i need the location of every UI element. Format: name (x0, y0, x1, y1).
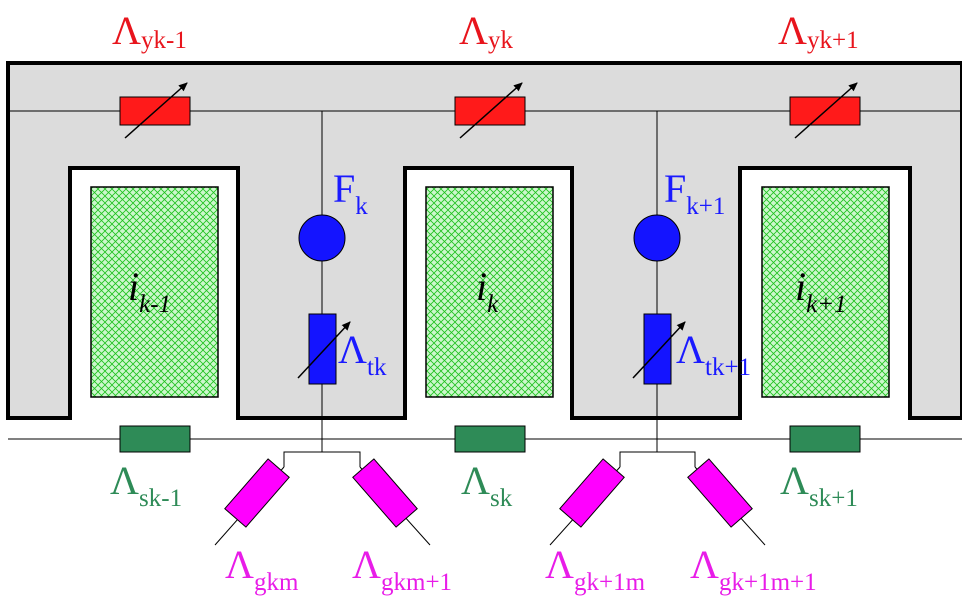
gap-fork-k-plus-1 (619, 451, 696, 467)
label-gap-km-plus-1: Λgkm+1 (352, 542, 452, 596)
yoke-resistor-k-minus-1 (119, 82, 191, 139)
stator-iron (6, 61, 962, 420)
label-slot-k-minus-1: Λsk-1 (110, 458, 182, 512)
yoke-resistor-k (454, 82, 526, 139)
slot-resistor-k (454, 425, 526, 453)
mmf-source-k (298, 214, 346, 262)
label-gap-k-plus-1-m-plus-1: Λgk+1m+1 (690, 542, 817, 596)
tooth-resistor-k (297, 313, 351, 385)
label-slot-k: Λsk (461, 458, 513, 512)
label-tooth-k: Λtk (338, 327, 387, 381)
label-mmf-k-plus-1: Fk+1 (664, 166, 725, 220)
label-yoke-k-plus-1: Λyk+1 (778, 8, 859, 54)
label-yoke-k-minus-1: Λyk-1 (112, 8, 187, 54)
winding-slot-k (425, 186, 554, 398)
gap-resistor-k-plus-1-m-plus-1 (687, 458, 766, 546)
gap-resistor-k-plus-1-m (549, 458, 625, 546)
slot-resistor-k-plus-1 (789, 425, 861, 453)
tooth-resistor-k-plus-1 (632, 313, 686, 385)
winding-slot-k-plus-1 (761, 186, 890, 398)
label-gap-km: Λgkm (225, 542, 299, 596)
label-current-k-minus-1: ik-1 (128, 264, 171, 318)
mmf-source-k-plus-1 (633, 214, 681, 262)
gap-resistor-km (214, 458, 290, 546)
gap-fork-k (283, 451, 361, 467)
label-current-k-plus-1: ik+1 (795, 264, 847, 318)
label-mmf-k: Fk (333, 166, 368, 220)
label-current-k: ik (476, 264, 499, 318)
label-tooth-k-plus-1: Λtk+1 (676, 327, 751, 381)
yoke-resistor-k-plus-1 (789, 82, 861, 139)
gap-resistor-km-plus-1 (352, 458, 431, 546)
slot-resistor-k-minus-1 (119, 425, 191, 453)
label-yoke-k: Λyk (459, 8, 514, 54)
winding-slot-k-minus-1 (90, 186, 219, 398)
label-gap-k-plus-1-m: Λgk+1m (545, 542, 646, 596)
label-slot-k-plus-1: Λsk+1 (780, 458, 858, 512)
